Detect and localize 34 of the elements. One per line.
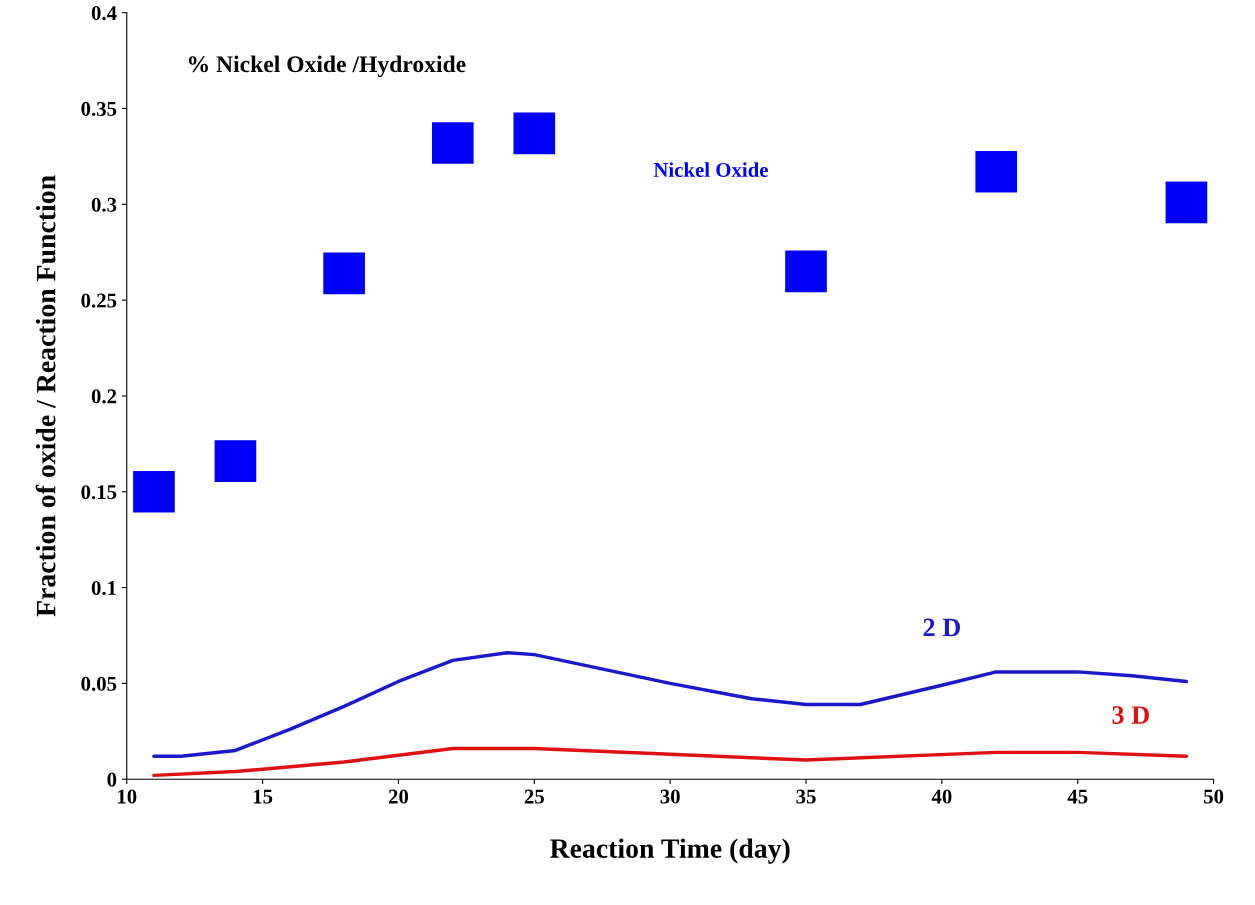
text: Nickel Oxide — [653, 162, 768, 177]
y-tick-label: 0.25 — [81, 293, 117, 308]
x-tick-label: 15 — [253, 789, 273, 804]
series-label: 2 D — [923, 618, 961, 637]
x-tick-label: 40 — [931, 789, 952, 804]
x-tick-label: 10 — [118, 789, 137, 804]
text: % Nickel Oxide /Hydroxide — [188, 55, 466, 78]
point — [785, 250, 827, 293]
y-tick-label: 0.4 — [91, 6, 117, 21]
point — [513, 112, 556, 155]
y-axis-title: Fraction of oxide / Reaction Function — [35, 175, 56, 617]
y-tick-label: 0.2 — [91, 389, 117, 404]
x-tick-label: 45 — [1067, 789, 1088, 804]
y-tick-label: 0.15 — [81, 485, 117, 500]
point — [214, 440, 257, 482]
y-tick-label: 0.05 — [81, 676, 117, 691]
x-tick-label: 50 — [1204, 789, 1224, 804]
x-tick-label: 20 — [388, 789, 409, 804]
series-label: 3 D — [1112, 706, 1149, 724]
x-tick-label: 25 — [524, 789, 544, 804]
line-series — [152, 746, 1189, 778]
point — [323, 252, 365, 295]
y-tick-label: 0.3 — [91, 197, 117, 212]
point — [975, 150, 1018, 193]
point — [1165, 181, 1208, 224]
y-tick-label: 0.1 — [91, 580, 116, 596]
x-tick-label: 35 — [796, 789, 816, 804]
point — [431, 122, 474, 164]
point — [133, 470, 175, 513]
y-tick-label: 0.35 — [81, 101, 117, 117]
x-axis-title: Reaction Time (day) — [550, 838, 790, 864]
x-tick-label: 30 — [660, 789, 680, 804]
y-tick-label: 0 — [107, 772, 117, 787]
line-series — [152, 650, 1189, 758]
